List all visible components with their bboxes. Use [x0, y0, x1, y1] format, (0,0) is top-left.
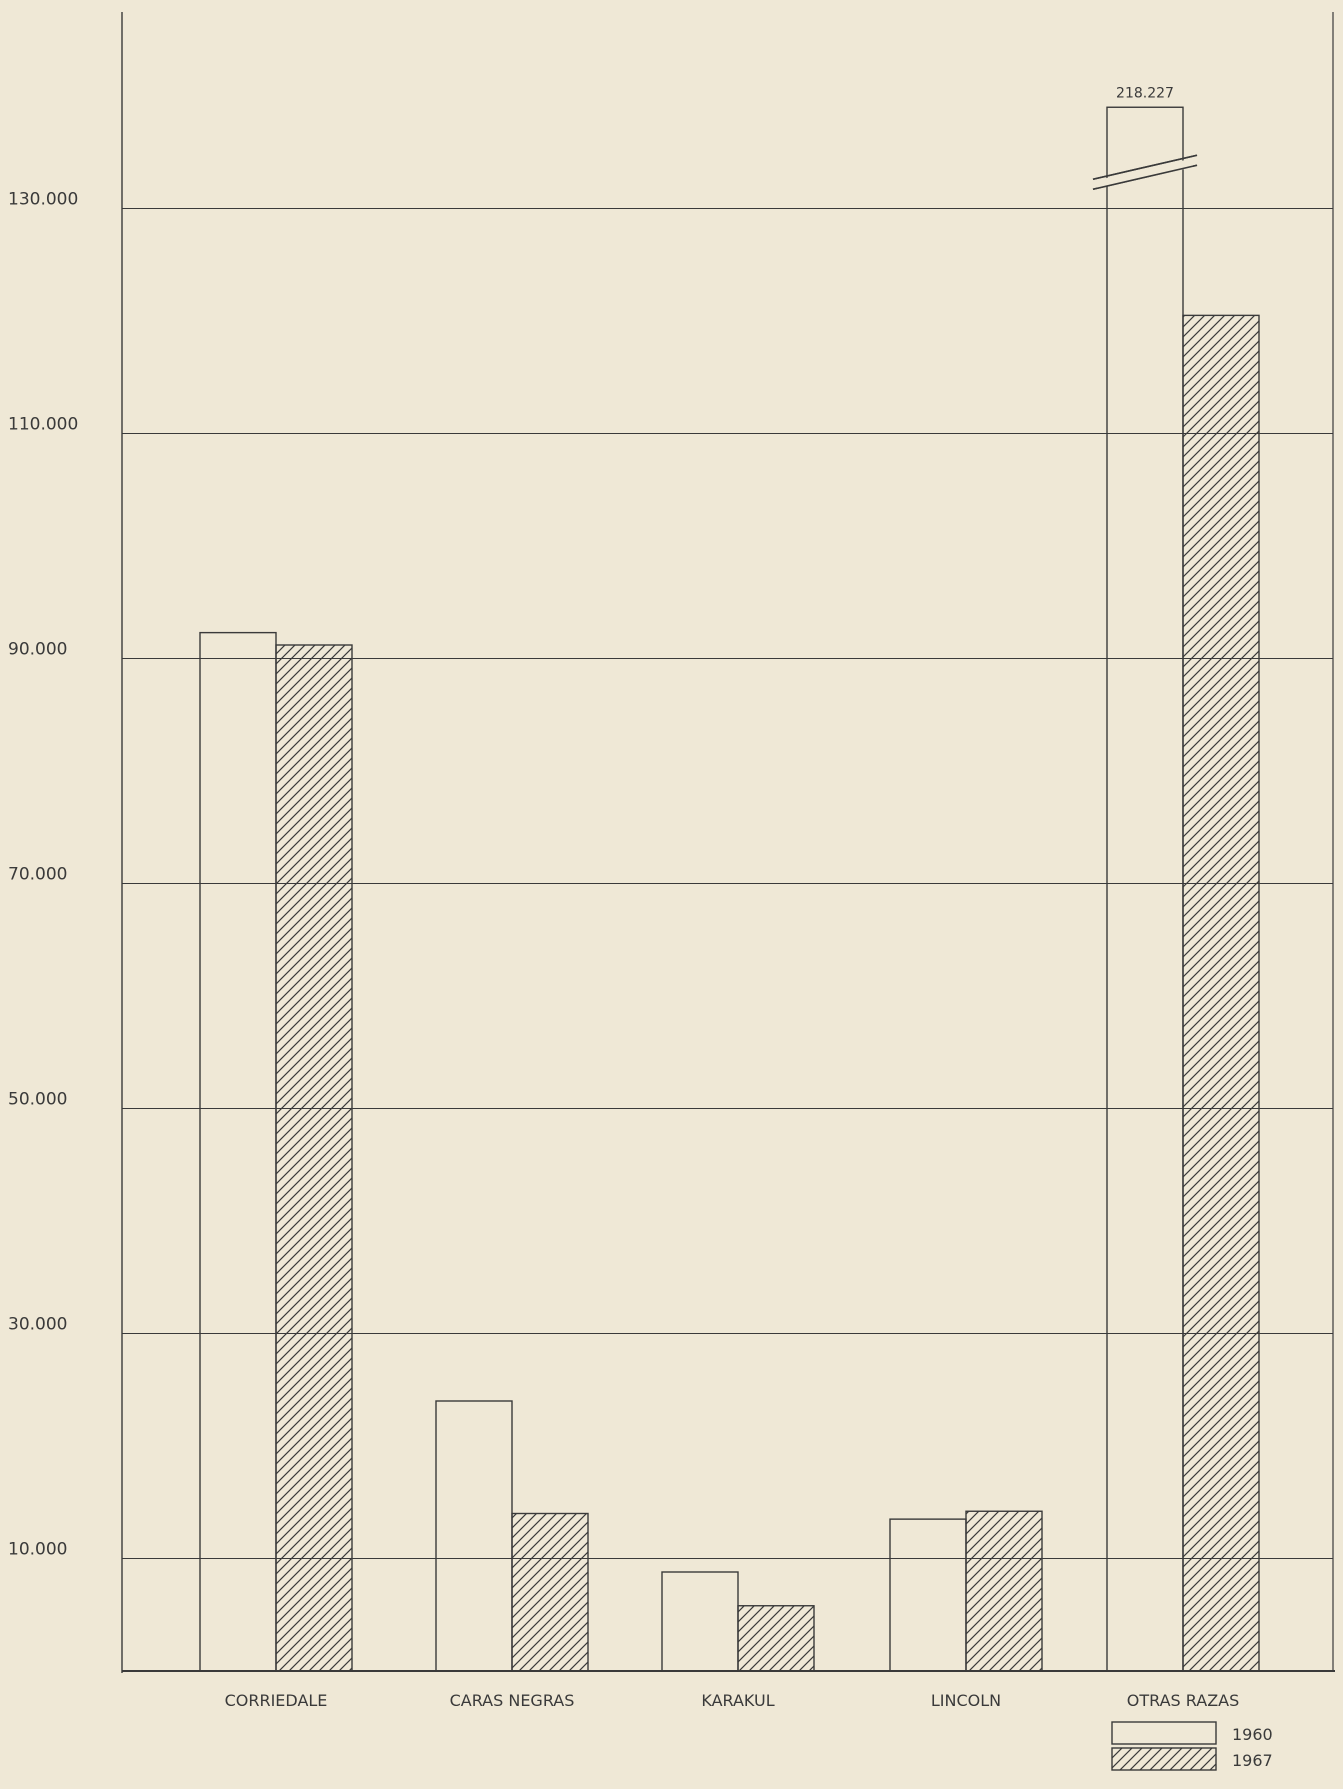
bar-1967-otras-razas [1182, 314, 1260, 1672]
y-tick-labels: 10.000 30.000 50.000 70.000 90.000 110.000 130… [8, 190, 78, 1560]
y-tick-label: 110.000 [8, 415, 78, 435]
x-tick-label: OTRAS RAZAS [1127, 1691, 1240, 1710]
legend-swatch-1960 [1111, 1721, 1217, 1745]
break-gap [1097, 158, 1193, 189]
x-tick-label: CORRIEDALE [225, 1691, 328, 1710]
legend-swatch-1967 [1111, 1747, 1217, 1771]
bar-1960-otras-razas [1106, 106, 1184, 1672]
legend-label: 1960 [1232, 1725, 1273, 1744]
x-tick-label: LINCOLN [931, 1691, 1001, 1710]
bar-1960-caras-negras [435, 1400, 513, 1672]
x-tick-label: KARAKUL [701, 1691, 774, 1710]
y-tick-label: 30.000 [8, 1315, 67, 1335]
axis-break: 218.227 [1092, 85, 1198, 191]
bar-1967-lincoln [965, 1510, 1043, 1672]
y-tick-label: 90.000 [8, 640, 67, 660]
break-mark [1092, 154, 1198, 181]
bar-1960-corriedale [199, 631, 277, 1672]
bar-1967-karakul [737, 1605, 815, 1672]
bar-1967-corriedale [275, 644, 353, 1672]
break-mark [1092, 164, 1198, 191]
bar-1960-lincoln [889, 1518, 967, 1672]
bar-1960-karakul [661, 1571, 739, 1672]
y-tick-label: 10.000 [8, 1540, 67, 1560]
category-labels: CORRIEDALE CARAS NEGRAS KARAKUL LINCOLN OTRA… [225, 1691, 1240, 1710]
x-tick-label: CARAS NEGRAS [450, 1691, 575, 1710]
y-tick-label: 130.000 [8, 190, 78, 210]
bar-value-label: 218.227 [1116, 85, 1174, 101]
bar-1967-caras-negras [511, 1512, 589, 1672]
legend: 1960 1967 [1111, 1721, 1273, 1771]
legend-label: 1967 [1232, 1751, 1273, 1770]
y-tick-label: 50.000 [8, 1090, 67, 1110]
y-tick-label: 70.000 [8, 865, 67, 885]
bars [199, 106, 1260, 1672]
